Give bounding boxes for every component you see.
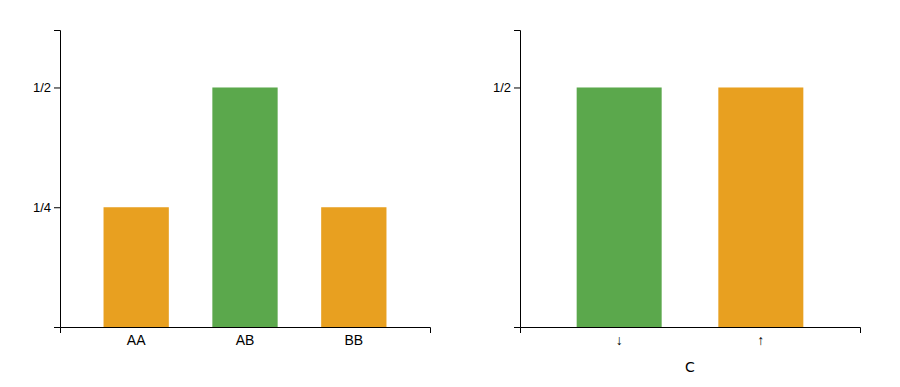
tick: BB bbox=[344, 332, 363, 348]
tick: AA bbox=[127, 332, 146, 348]
tick-mark bbox=[54, 87, 60, 88]
plot-area bbox=[104, 87, 387, 327]
tick: AB bbox=[236, 332, 255, 348]
tick-label: AB bbox=[236, 332, 255, 348]
axis-line bbox=[514, 31, 521, 328]
figure: 1/41/2AAABBB1/2↓↑C bbox=[0, 0, 900, 387]
y-axis: 1/2 bbox=[493, 31, 521, 328]
bar bbox=[718, 87, 803, 327]
tick-label: 1/4 bbox=[33, 200, 51, 215]
tick-label: ↑ bbox=[757, 332, 764, 348]
chart: 1/4 1/2 AA AB BB bbox=[33, 31, 431, 348]
axis-line bbox=[54, 31, 61, 328]
chart: 1/2↓↑C bbox=[493, 31, 861, 376]
axis-line bbox=[521, 328, 861, 334]
tick-label: ↓ bbox=[616, 332, 623, 348]
tick-mark bbox=[514, 87, 520, 88]
tick: ↑ bbox=[757, 332, 764, 348]
tick-label: 1/2 bbox=[33, 80, 51, 95]
tick: 1/2 bbox=[33, 80, 60, 95]
x-axis: AA AB BB bbox=[61, 328, 431, 348]
y-axis: 1/4 1/2 bbox=[33, 31, 61, 328]
bar bbox=[577, 87, 662, 327]
axis-title: C bbox=[685, 359, 695, 375]
tick-mark bbox=[54, 207, 60, 208]
tick: 1/2 bbox=[493, 80, 520, 95]
tick-label: BB bbox=[344, 332, 363, 348]
bar bbox=[104, 207, 169, 327]
tick-label: 1/2 bbox=[493, 80, 511, 95]
bar bbox=[321, 207, 386, 327]
plot-area bbox=[577, 87, 804, 327]
tick: ↓ bbox=[616, 332, 623, 348]
bar bbox=[212, 87, 277, 327]
x-axis: ↓↑ bbox=[521, 328, 861, 348]
tick: 1/4 bbox=[33, 200, 60, 215]
tick-label: AA bbox=[127, 332, 146, 348]
